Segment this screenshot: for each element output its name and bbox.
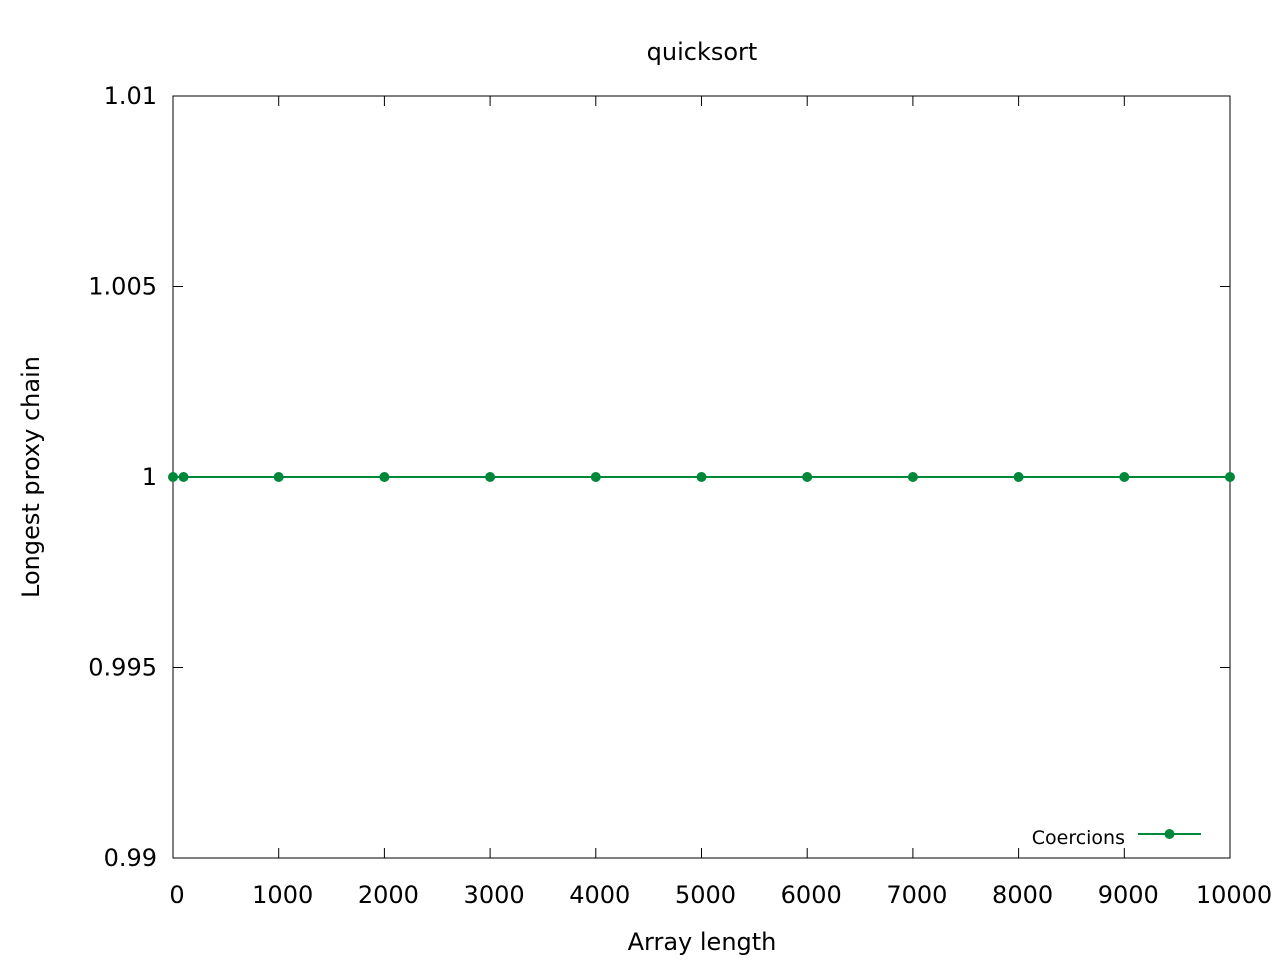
- x-tick-label: 7000: [886, 881, 947, 909]
- data-point: [802, 472, 813, 482]
- x-tick-label: 0: [169, 881, 184, 909]
- data-point: [1013, 472, 1024, 482]
- x-tick-label: 1000: [252, 881, 313, 909]
- x-tick-label: 10000: [1196, 881, 1272, 909]
- series-layer: [168, 472, 1235, 482]
- x-tick-label: 6000: [781, 881, 842, 909]
- legend-marker: [1164, 829, 1175, 839]
- x-tick-label: 4000: [569, 881, 630, 909]
- data-point: [379, 472, 390, 482]
- data-point: [1119, 472, 1130, 482]
- data-point: [168, 472, 178, 482]
- y-tick-label: 1.01: [104, 82, 157, 110]
- data-point: [590, 472, 601, 482]
- x-axis-ticks: 0 1000 2000 3000 4000 5000 6000 7000 8000 9000 100…: [169, 96, 1272, 909]
- x-tick-label: 9000: [1098, 881, 1159, 909]
- data-point: [1225, 472, 1235, 482]
- data-point: [485, 472, 496, 482]
- chart-title: quicksort: [647, 38, 758, 66]
- data-point: [273, 472, 284, 482]
- x-tick-label: 5000: [675, 881, 736, 909]
- y-tick-label: 1.005: [88, 273, 157, 301]
- data-point: [696, 472, 707, 482]
- x-tick-label: 2000: [358, 881, 419, 909]
- y-tick-label: 0.995: [88, 654, 157, 682]
- legend-label: Coercions: [1032, 827, 1125, 849]
- y-tick-label: 1: [142, 463, 157, 491]
- y-tick-label: 0.99: [104, 844, 157, 872]
- data-point: [178, 472, 189, 482]
- y-axis-title: Longest proxy chain: [17, 356, 45, 598]
- legend: Coercions: [1032, 827, 1201, 849]
- y-axis-ticks: 0.99 0.995 1 1.005 1.01: [88, 82, 1230, 872]
- x-axis-title: Array length: [628, 928, 777, 956]
- x-tick-label: 8000: [992, 881, 1053, 909]
- data-point: [907, 472, 918, 482]
- x-tick-label: 3000: [464, 881, 525, 909]
